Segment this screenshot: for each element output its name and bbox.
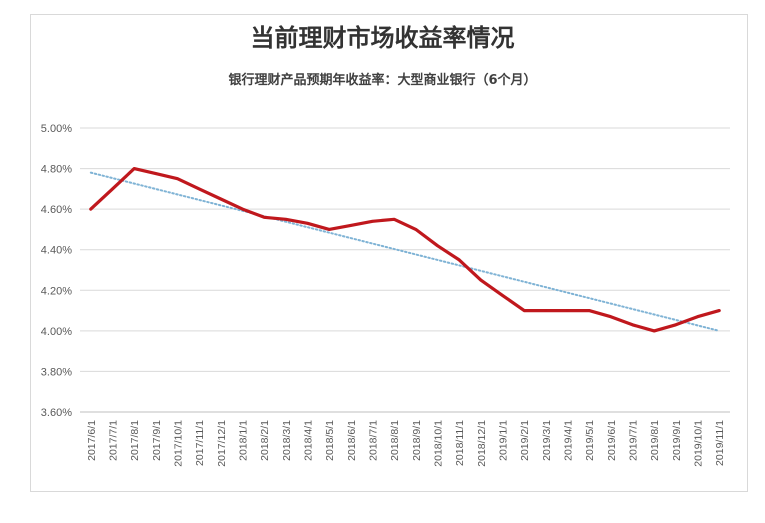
x-tick-label: 2019/1/1 [498, 420, 510, 461]
y-tick-label: 4.40% [41, 245, 72, 257]
y-tick-label: 4.60% [41, 204, 72, 216]
x-tick-label: 2017/9/1 [151, 420, 163, 461]
x-tick-label: 2019/6/1 [606, 420, 618, 461]
series-line [89, 167, 721, 333]
x-tick-label: 2019/10/1 [693, 420, 705, 467]
data-point [479, 279, 482, 282]
x-tick-label: 2018/9/1 [411, 420, 423, 461]
data-point [566, 309, 569, 312]
x-tick-label: 2018/1/1 [238, 420, 250, 461]
y-axis: 3.60% 3.80% 4.00% 4.20% 4.40% 4.60% 4.80% 5.00% [41, 123, 72, 419]
x-tick-label: 2019/9/1 [671, 420, 683, 461]
x-tick-label: 2017/11/1 [194, 420, 206, 466]
x-tick-label: 2019/4/1 [563, 420, 575, 461]
x-axis: 2017/6/1 2017/7/1 2017/8/1 2017/9/1 2017/10/… [86, 420, 726, 467]
data-point [176, 177, 179, 180]
x-tick-label: 2018/6/1 [346, 420, 358, 461]
x-tick-label: 2017/8/1 [129, 420, 141, 461]
data-point [544, 309, 547, 312]
chart-title: 当前理财市场收益率情况 [250, 24, 515, 52]
data-point [263, 216, 266, 219]
data-point [458, 258, 461, 261]
series-layer [89, 167, 721, 333]
data-point [349, 224, 352, 227]
data-point [219, 197, 222, 200]
x-tick-label: 2019/5/1 [584, 420, 596, 461]
x-tick-label: 2019/2/1 [519, 420, 531, 461]
x-tick-label: 2017/12/1 [216, 420, 228, 467]
data-point [154, 172, 157, 175]
data-point [133, 167, 136, 170]
data-point [609, 315, 612, 318]
data-point [523, 309, 526, 312]
x-tick-label: 2018/7/1 [368, 420, 380, 461]
data-point [393, 218, 396, 221]
data-point [414, 228, 417, 231]
data-point [674, 323, 677, 326]
y-tick-label: 5.00% [41, 123, 72, 135]
data-point [436, 244, 439, 247]
y-tick-label: 4.20% [41, 285, 72, 297]
y-tick-label: 3.60% [41, 407, 72, 419]
x-tick-label: 2017/6/1 [86, 420, 98, 461]
x-tick-label: 2019/7/1 [628, 420, 640, 461]
x-tick-label: 2018/2/1 [259, 420, 271, 461]
chart-subtitle: 银行理财产品预期年收益率：大型商业银行（6个月） [228, 73, 537, 88]
x-tick-label: 2019/11/1 [714, 420, 726, 466]
x-tick-label: 2019/3/1 [541, 420, 553, 461]
data-point [241, 208, 244, 211]
data-point [631, 323, 634, 326]
x-tick-label: 2017/7/1 [108, 420, 120, 461]
y-tick-label: 4.80% [41, 164, 72, 176]
data-point [89, 208, 92, 211]
trendline-layer [89, 171, 721, 332]
x-tick-label: 2017/10/1 [173, 420, 185, 467]
data-point [696, 315, 699, 318]
x-tick-label: 2018/12/1 [476, 420, 488, 467]
x-tick-label: 2018/11/1 [454, 420, 466, 466]
data-point [306, 222, 309, 225]
data-point [198, 187, 201, 190]
data-point [328, 228, 331, 231]
data-point [588, 309, 591, 312]
x-tick-label: 2018/5/1 [324, 420, 336, 461]
x-tick-label: 2019/8/1 [649, 420, 661, 461]
x-tick-label: 2018/3/1 [281, 420, 293, 461]
data-point [284, 218, 287, 221]
data-point [371, 220, 374, 223]
x-tick-label: 2018/4/1 [303, 420, 315, 461]
data-point [501, 294, 504, 297]
x-tick-label: 2018/10/1 [433, 420, 445, 467]
x-tick-label: 2018/8/1 [389, 420, 401, 461]
y-tick-label: 3.80% [41, 366, 72, 378]
trendline [89, 171, 721, 332]
gridlines [80, 127, 730, 413]
data-point [111, 187, 114, 190]
data-point [718, 309, 721, 312]
data-point [653, 329, 656, 332]
y-tick-label: 4.00% [41, 326, 72, 338]
